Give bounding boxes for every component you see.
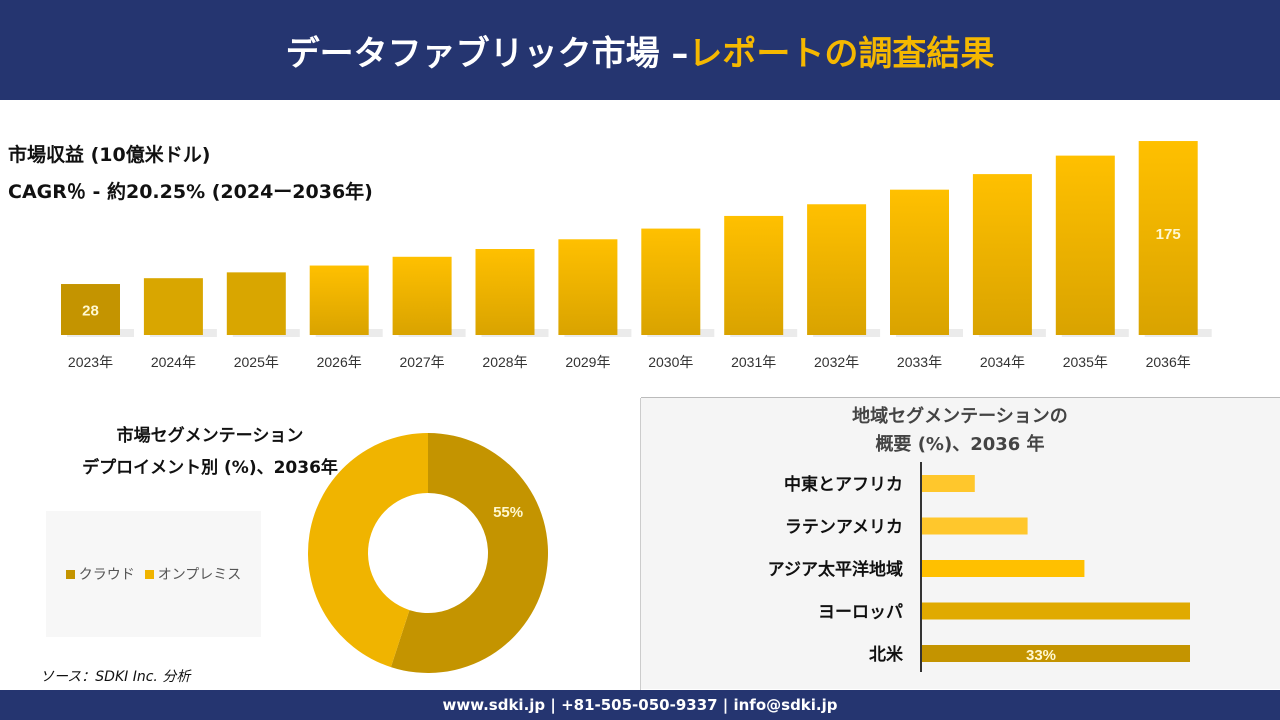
region-label: アジア太平洋地域 [768, 559, 903, 580]
bar-2035年 [1055, 155, 1115, 335]
bar-2028年 [475, 249, 535, 335]
data-label: 175 [1156, 226, 1181, 243]
header-title: データファブリック市場 – [285, 33, 689, 74]
deployment-legend: クラウド オンプレミス [46, 511, 261, 637]
x-tick-label: 2035年 [1063, 354, 1108, 370]
x-tick-label: 2030年 [648, 354, 693, 370]
region-title-line2: 概要 (%)、2036 年 [875, 434, 1045, 455]
bar-2025年 [226, 272, 286, 335]
bar-2027年 [392, 256, 452, 335]
report-header: データファブリック市場 – レポートの調査結果 [0, 0, 1280, 100]
region-chart-title: 地域セグメンテーションの 概要 (%)、2036 年 [780, 403, 1140, 459]
bar-2036年 [1138, 141, 1198, 335]
legend-swatch [144, 570, 154, 579]
bar-2029年 [558, 239, 618, 335]
legend-label: クラウド [78, 567, 135, 583]
x-tick-label: 2025年 [234, 354, 279, 370]
x-tick-label: 2033年 [897, 354, 942, 370]
footer-contact: www.sdki.jp | +81-505-050-9337 | info@sd… [0, 690, 1280, 720]
divider [640, 398, 641, 690]
region-label: 中東とアフリカ [784, 474, 903, 495]
donut-data-label: 55% [493, 504, 523, 521]
x-tick-label: 2023年 [68, 354, 113, 370]
legend-item-cloud: クラウド [65, 564, 135, 584]
region-label: ラテンアメリカ [785, 518, 903, 538]
donut-slice-オンプレミス [308, 433, 428, 668]
legend-label: オンプレミス [157, 567, 242, 583]
region-data-label: 33% [1026, 647, 1056, 664]
region-bar-ヨーロッパ [922, 602, 1190, 620]
x-tick-label: 2031年 [731, 354, 776, 370]
deployment-title-line2: デプロイメント別 (%)、2036年 [82, 458, 338, 478]
deployment-title-line1: 市場セグメンテーション [116, 426, 304, 446]
region-title-line1: 地域セグメンテーションの [852, 406, 1068, 427]
charts-canvas: 2023年 28 2024年 2025年 2026年 2027年 2028年 2029年 203… [61, 141, 1212, 674]
bar-2030年 [641, 228, 701, 335]
region-label: 北米 [869, 644, 904, 665]
revenue-label: 市場収益 (10億米ドル) [8, 144, 211, 166]
x-tick-label: 2036年 [1146, 354, 1191, 370]
header-title-accent: レポートの調査結果 [688, 33, 995, 74]
source-note: ソース：SDKI Inc. 分析 [40, 669, 191, 685]
region-bar-北米 [922, 645, 1190, 662]
x-tick-label: 2026年 [317, 354, 362, 370]
region-bar-アジア太平洋地域 [922, 560, 1085, 577]
bar-2032年 [807, 204, 867, 335]
cagr-label: CAGR％ - 約20.25% (2024ー2036年) [8, 181, 373, 203]
x-tick-label: 2027年 [400, 354, 445, 370]
bar-2026年 [309, 265, 369, 335]
region-label: ヨーロッパ [818, 603, 903, 623]
x-tick-label: 2024年 [151, 354, 196, 370]
x-tick-label: 2028年 [482, 354, 527, 370]
x-tick-label: 2032年 [814, 354, 859, 370]
region-bar-中東とアフリカ [922, 475, 975, 492]
x-tick-label: 2029年 [565, 354, 610, 370]
data-label: 28 [82, 303, 99, 320]
region-panel [641, 397, 1280, 689]
bar-2031年 [724, 215, 784, 335]
bar-2023年 [61, 284, 120, 335]
legend-item-onprem: オンプレミス [144, 564, 242, 584]
donut-slice-クラウド [390, 433, 549, 674]
deployment-chart-title: 市場セグメンテーション デプロイメント別 (%)、2036年 [30, 420, 390, 484]
bar-2034年 [972, 174, 1032, 335]
legend-swatch [65, 570, 75, 579]
x-tick-label: 2034年 [980, 354, 1025, 370]
bar-2033年 [890, 189, 949, 335]
bar-2024年 [143, 278, 203, 335]
region-bar-ラテンアメリカ [922, 517, 1028, 535]
